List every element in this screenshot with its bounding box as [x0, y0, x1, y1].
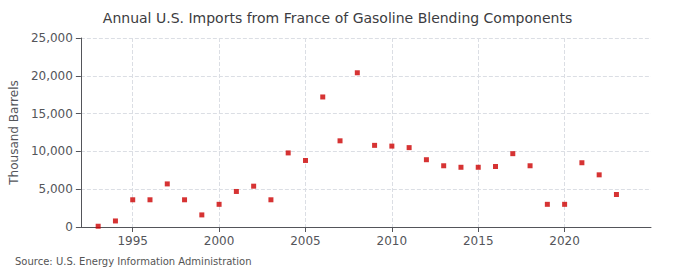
svg-text:0: 0: [65, 220, 73, 234]
svg-text:Thousand Barrels: Thousand Barrels: [7, 80, 21, 185]
svg-text:2010: 2010: [377, 234, 408, 248]
svg-text:20,000: 20,000: [31, 69, 73, 83]
svg-text:Source: U.S. Energy Informatio: Source: U.S. Energy Information Administ…: [15, 256, 252, 267]
svg-text:2000: 2000: [204, 234, 235, 248]
svg-text:5,000: 5,000: [39, 182, 73, 196]
svg-text:2005: 2005: [290, 234, 321, 248]
svg-text:2015: 2015: [463, 234, 494, 248]
svg-text:10,000: 10,000: [31, 144, 73, 158]
svg-text:2020: 2020: [549, 234, 580, 248]
svg-text:1995: 1995: [117, 234, 148, 248]
svg-text:25,000: 25,000: [31, 31, 73, 45]
svg-text:15,000: 15,000: [31, 107, 73, 121]
svg-text:Annual U.S. Imports from Franc: Annual U.S. Imports from France of Gasol…: [103, 10, 572, 26]
